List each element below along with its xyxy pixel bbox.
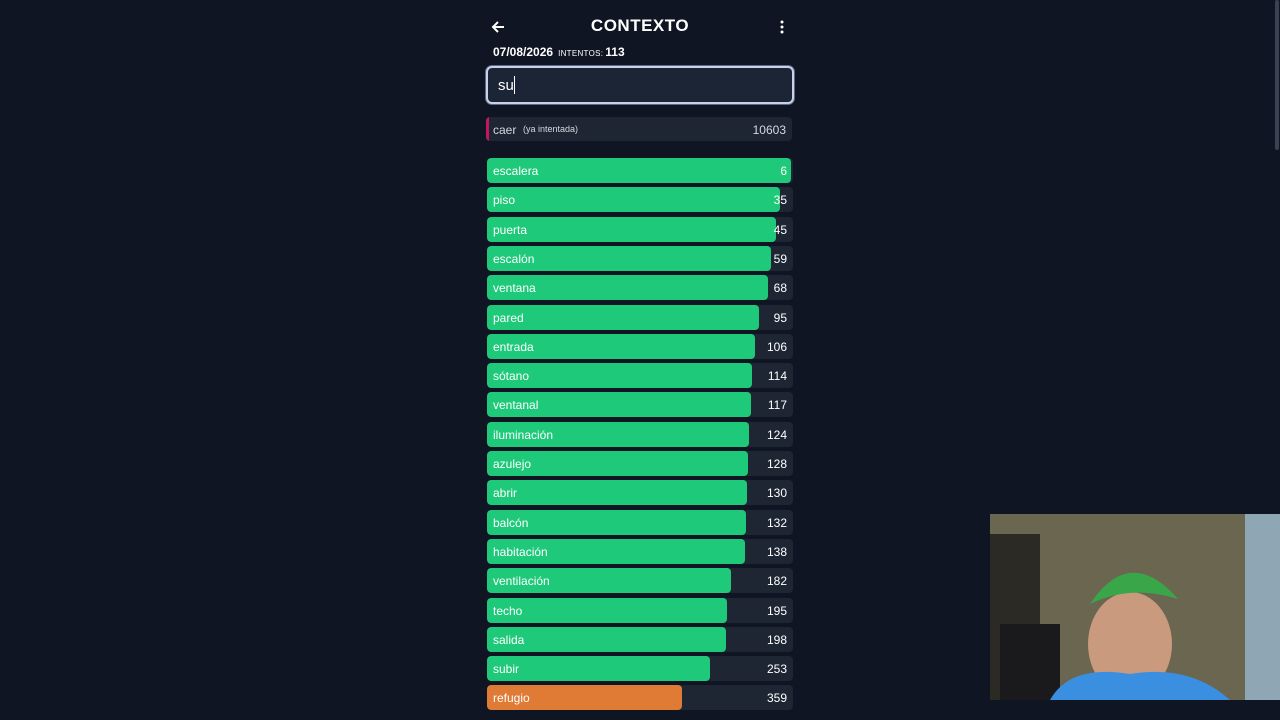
guess-row: sótano 114 [487, 363, 793, 389]
last-guess-rank: 10603 [752, 123, 786, 137]
guess-row: entrada 106 [487, 333, 793, 359]
guess-rank: 95 [773, 310, 787, 325]
rank-bar [487, 509, 747, 535]
word-input[interactable]: su [486, 66, 794, 104]
guess-rank: 117 [767, 398, 787, 413]
guess-rank: 124 [766, 427, 787, 442]
rank-bar [487, 216, 777, 242]
guess-word: techo [493, 603, 523, 618]
webcam-image [990, 514, 1280, 700]
last-guess-note: (ya intentada) [523, 124, 579, 134]
guess-word: refugio [493, 691, 530, 706]
last-guess-marker [486, 117, 489, 141]
rank-bar [487, 626, 726, 652]
guess-word: puerta [493, 222, 528, 237]
last-guess-word: caer [493, 123, 517, 137]
guess-rank: 106 [766, 339, 787, 354]
guess-row: iluminación 124 [487, 421, 793, 447]
webcam-overlay [990, 514, 1280, 700]
rank-bar [487, 363, 753, 389]
guess-row: escalón 59 [487, 245, 793, 271]
guess-word: subir [493, 662, 520, 677]
rank-bar [487, 275, 769, 301]
guess-rank: 68 [773, 281, 787, 296]
menu-button[interactable] [775, 18, 789, 36]
guess-rank: 198 [766, 632, 787, 647]
rank-bar [487, 304, 759, 330]
guess-rank: 6 [780, 164, 787, 178]
rank-bar [487, 656, 711, 682]
guess-row: techo 195 [487, 597, 793, 623]
guess-word: escalón [493, 251, 535, 266]
guess-rank: 130 [766, 486, 787, 501]
rank-bar [487, 451, 748, 476]
rank-bar [487, 392, 752, 418]
guess-row: habitación 138 [487, 538, 793, 564]
guess-row: pared 95 [487, 304, 793, 330]
guess-rank: 45 [773, 222, 787, 237]
guess-row: puerta 45 [487, 216, 793, 242]
rank-bar [487, 480, 748, 506]
rank-bar [487, 333, 756, 359]
guess-row: abrir 130 [487, 480, 793, 506]
rank-bar [487, 421, 750, 447]
guess-word: azulejo [493, 457, 532, 471]
guess-rank: 359 [766, 691, 787, 706]
guess-rank: 132 [766, 515, 787, 530]
attempts-label: intentos: [558, 49, 604, 58]
rank-bar [487, 685, 683, 711]
guess-row: piso 35 [487, 187, 793, 213]
guess-rank: 128 [766, 457, 787, 471]
game-info: 07/08/2026 intentos: 113 [493, 45, 625, 59]
guess-word: escalera [493, 164, 539, 178]
rank-bar [487, 597, 727, 623]
guess-row: escalera 6 [487, 158, 793, 183]
guess-row: balcón 132 [487, 509, 793, 535]
guess-row: azulejo 128 [487, 451, 793, 476]
scrollbar[interactable] [1275, 0, 1279, 150]
attempts: 113 [605, 45, 625, 59]
guess-word: ventana [493, 281, 536, 296]
guess-rank: 114 [767, 369, 787, 384]
last-guess: caer (ya intentada) 10603 [486, 117, 792, 141]
rank-bar [487, 538, 745, 564]
guess-rank: 35 [773, 193, 787, 208]
guess-word: habitación [493, 544, 548, 559]
rank-bar [487, 187, 780, 213]
rank-bar [487, 158, 791, 183]
guess-row: salida 198 [487, 626, 793, 652]
caret [514, 76, 515, 94]
guess-word: abrir [493, 486, 518, 501]
rank-bar [487, 245, 772, 271]
guess-word: ventilación [493, 574, 550, 589]
input-text: su [498, 77, 514, 94]
guess-word: iluminación [493, 427, 554, 442]
guess-word: balcón [493, 515, 529, 530]
guess-rank: 182 [766, 574, 787, 589]
guess-rank: 59 [773, 251, 787, 266]
guess-word: salida [493, 632, 525, 647]
guess-rank: 195 [766, 603, 787, 618]
title: CONTEXTO [590, 16, 690, 35]
guess-word: pared [493, 310, 524, 325]
guess-word: ventanal [493, 398, 539, 413]
guess-row: ventilación 182 [487, 568, 793, 594]
guess-rank: 253 [766, 662, 787, 677]
back-button[interactable] [489, 18, 507, 36]
guess-rank: 138 [766, 544, 787, 559]
guess-row: ventana 68 [487, 275, 793, 301]
guess-word: sótano [493, 369, 530, 384]
guess-word: entrada [493, 339, 534, 354]
guess-row: subir 253 [487, 656, 793, 682]
guess-row: refugio 359 [487, 685, 793, 711]
guess-row: ventanal 117 [487, 392, 793, 418]
date: 07/08/2026 [493, 45, 554, 59]
rank-bar [487, 568, 731, 594]
guess-word: piso [493, 193, 516, 208]
